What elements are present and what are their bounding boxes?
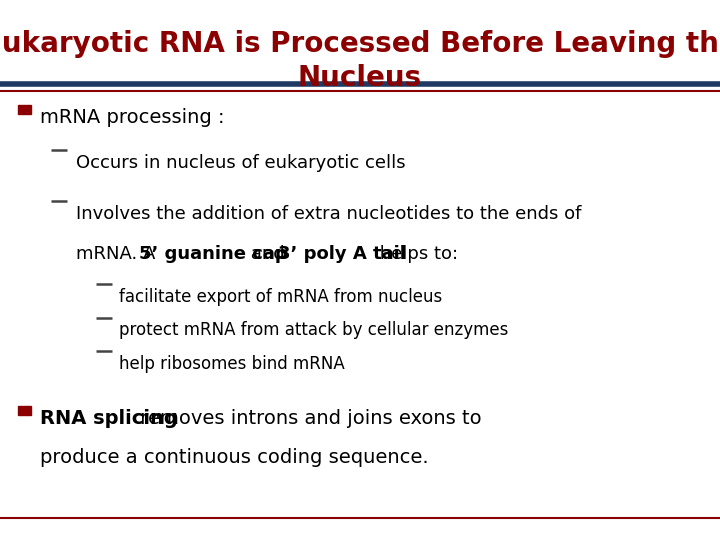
Text: Eukaryotic RNA is Processed Before Leaving the
Nucleus: Eukaryotic RNA is Processed Before Leavi… bbox=[0, 30, 720, 92]
Text: facilitate export of mRNA from nucleus: facilitate export of mRNA from nucleus bbox=[119, 288, 442, 306]
Text: Involves the addition of extra nucleotides to the ends of: Involves the addition of extra nucleotid… bbox=[76, 205, 581, 223]
Text: and: and bbox=[245, 245, 290, 262]
Text: RNA splicing: RNA splicing bbox=[40, 409, 177, 428]
FancyBboxPatch shape bbox=[18, 105, 31, 114]
Text: 5’ guanine cap: 5’ guanine cap bbox=[139, 245, 288, 262]
Text: Occurs in nucleus of eukaryotic cells: Occurs in nucleus of eukaryotic cells bbox=[76, 154, 405, 172]
Text: removes introns and joins exons to: removes introns and joins exons to bbox=[134, 409, 482, 428]
Text: protect mRNA from attack by cellular enzymes: protect mRNA from attack by cellular enz… bbox=[119, 321, 508, 339]
Text: help ribosomes bind mRNA: help ribosomes bind mRNA bbox=[119, 355, 345, 373]
Text: produce a continuous coding sequence.: produce a continuous coding sequence. bbox=[40, 448, 428, 467]
Text: 3’ poly A tail: 3’ poly A tail bbox=[278, 245, 406, 262]
Text: mRNA. A: mRNA. A bbox=[76, 245, 161, 262]
Text: mRNA processing :: mRNA processing : bbox=[40, 108, 224, 127]
Text: helps to:: helps to: bbox=[374, 245, 458, 262]
FancyBboxPatch shape bbox=[18, 406, 31, 415]
